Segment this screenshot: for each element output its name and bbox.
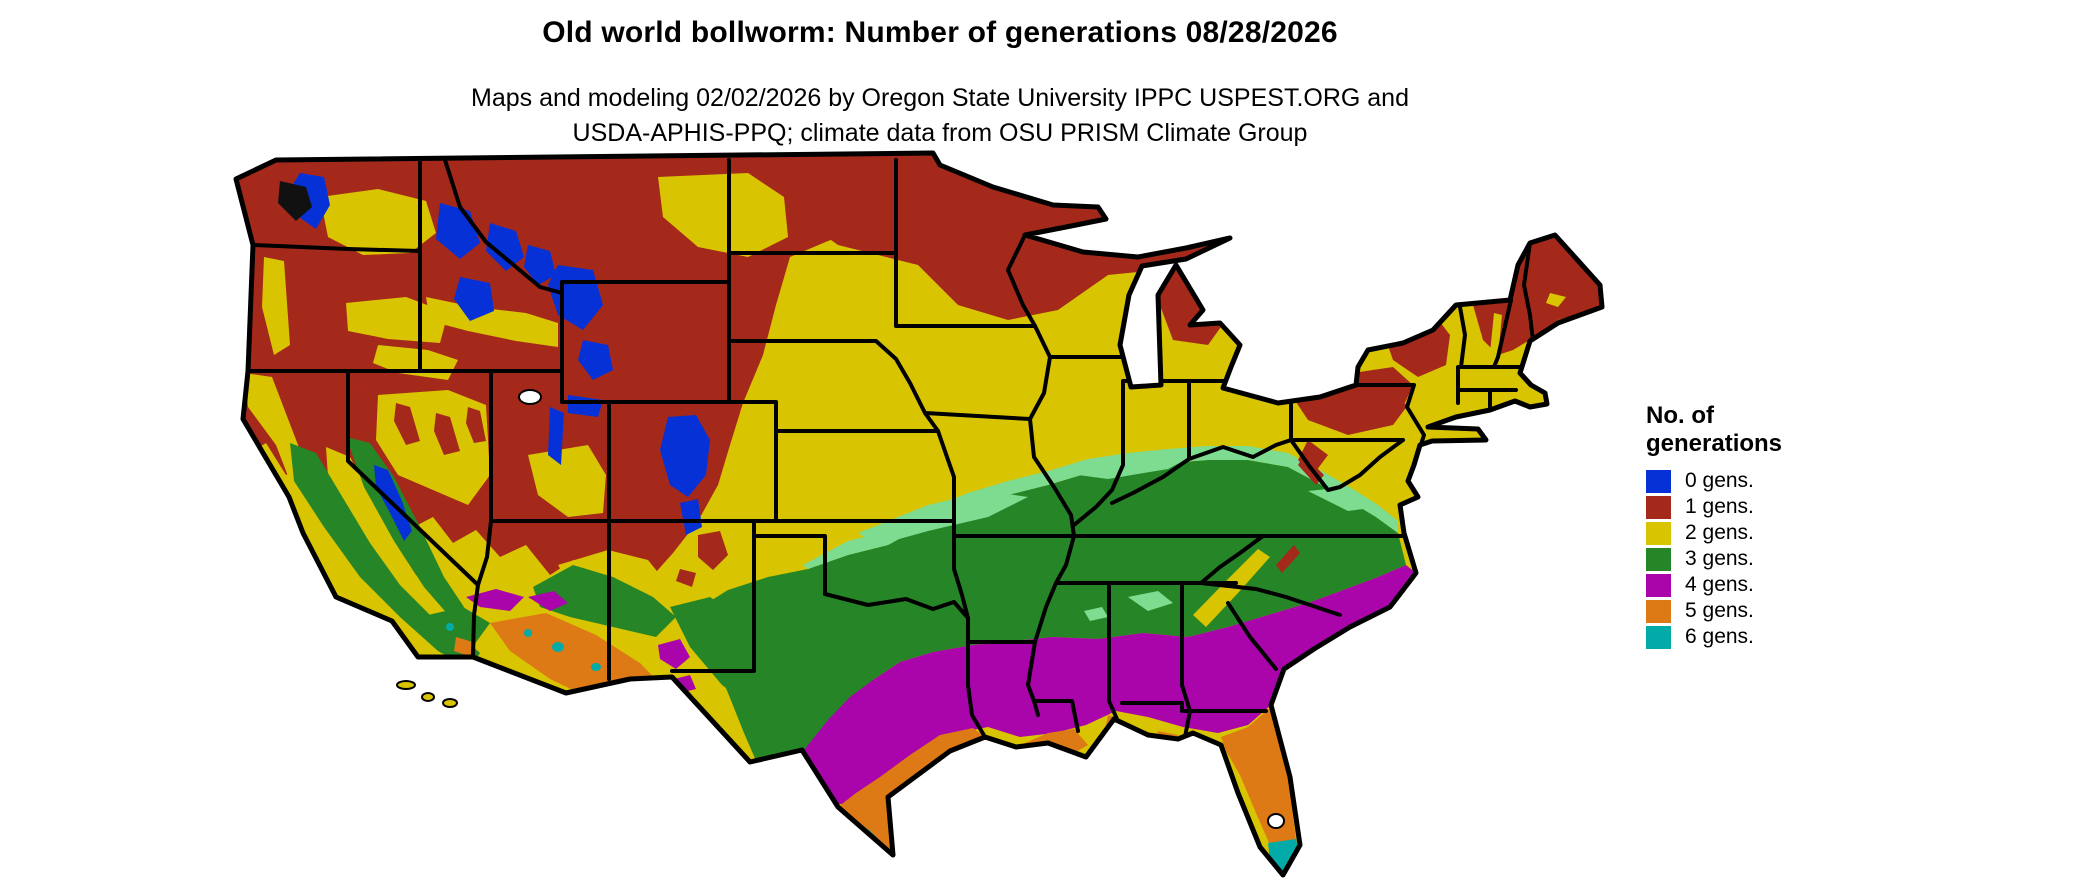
legend-swatch-0-gens bbox=[1646, 469, 1671, 493]
legend-row: 2 gens. bbox=[1646, 520, 1866, 546]
legend-row: 1 gens. bbox=[1646, 494, 1866, 520]
legend-row: 4 gens. bbox=[1646, 572, 1866, 598]
map-subtitle-line1: Maps and modeling 02/02/2026 by Oregon S… bbox=[471, 84, 1409, 112]
legend-row: 3 gens. bbox=[1646, 546, 1866, 572]
map-subtitle-line2: USDA-APHIS-PPQ; climate data from OSU PR… bbox=[572, 119, 1308, 147]
legend-label: 2 gens. bbox=[1685, 521, 1754, 544]
legend-label: 5 gens. bbox=[1685, 599, 1754, 622]
legend-label: 0 gens. bbox=[1685, 469, 1754, 492]
legend-swatch-1-gens bbox=[1646, 495, 1671, 519]
legend-label: 6 gens. bbox=[1685, 625, 1754, 648]
us-choropleth-map bbox=[228, 145, 1623, 890]
map-olympic-dark-area bbox=[278, 181, 312, 221]
legend-swatch-4-gens bbox=[1646, 573, 1671, 597]
legend-swatch-2-gens bbox=[1646, 521, 1671, 545]
legend-label: 1 gens. bbox=[1685, 495, 1754, 518]
legend-swatch-6-gens bbox=[1646, 625, 1671, 649]
map-lakes bbox=[518, 389, 1285, 829]
map-region-0-gens bbox=[290, 173, 710, 541]
legend-rows: 0 gens. 1 gens. 2 gens. 3 gens. 4 gens. … bbox=[1646, 468, 1866, 650]
map-region-2-gens-patches bbox=[244, 173, 788, 603]
legend-title: No. of generations bbox=[1646, 402, 1866, 458]
legend: No. of generations 0 gens. 1 gens. 2 gen… bbox=[1646, 402, 1866, 650]
great-salt-lake bbox=[518, 389, 542, 405]
state-borders bbox=[246, 158, 1535, 739]
channel-islands bbox=[396, 680, 458, 708]
map-region-1-gens-nevada-ranges bbox=[394, 403, 486, 455]
legend-title-line2: generations bbox=[1646, 430, 1783, 457]
legend-row: 6 gens. bbox=[1646, 624, 1866, 650]
legend-title-line1: No. of bbox=[1646, 402, 1714, 429]
legend-row: 0 gens. bbox=[1646, 468, 1866, 494]
map-region-4-gens bbox=[466, 565, 1416, 805]
legend-swatch-3-gens bbox=[1646, 547, 1671, 571]
map-region-3-gens-transition bbox=[803, 446, 1398, 621]
legend-row: 5 gens. bbox=[1646, 598, 1866, 624]
us-map-svg bbox=[228, 145, 1623, 890]
page-title: Old world bollworm: Number of generation… bbox=[542, 16, 1338, 49]
legend-label: 3 gens. bbox=[1685, 547, 1754, 570]
legend-label: 4 gens. bbox=[1685, 573, 1754, 596]
lake-okeechobee bbox=[1267, 813, 1285, 829]
legend-swatch-5-gens bbox=[1646, 599, 1671, 623]
